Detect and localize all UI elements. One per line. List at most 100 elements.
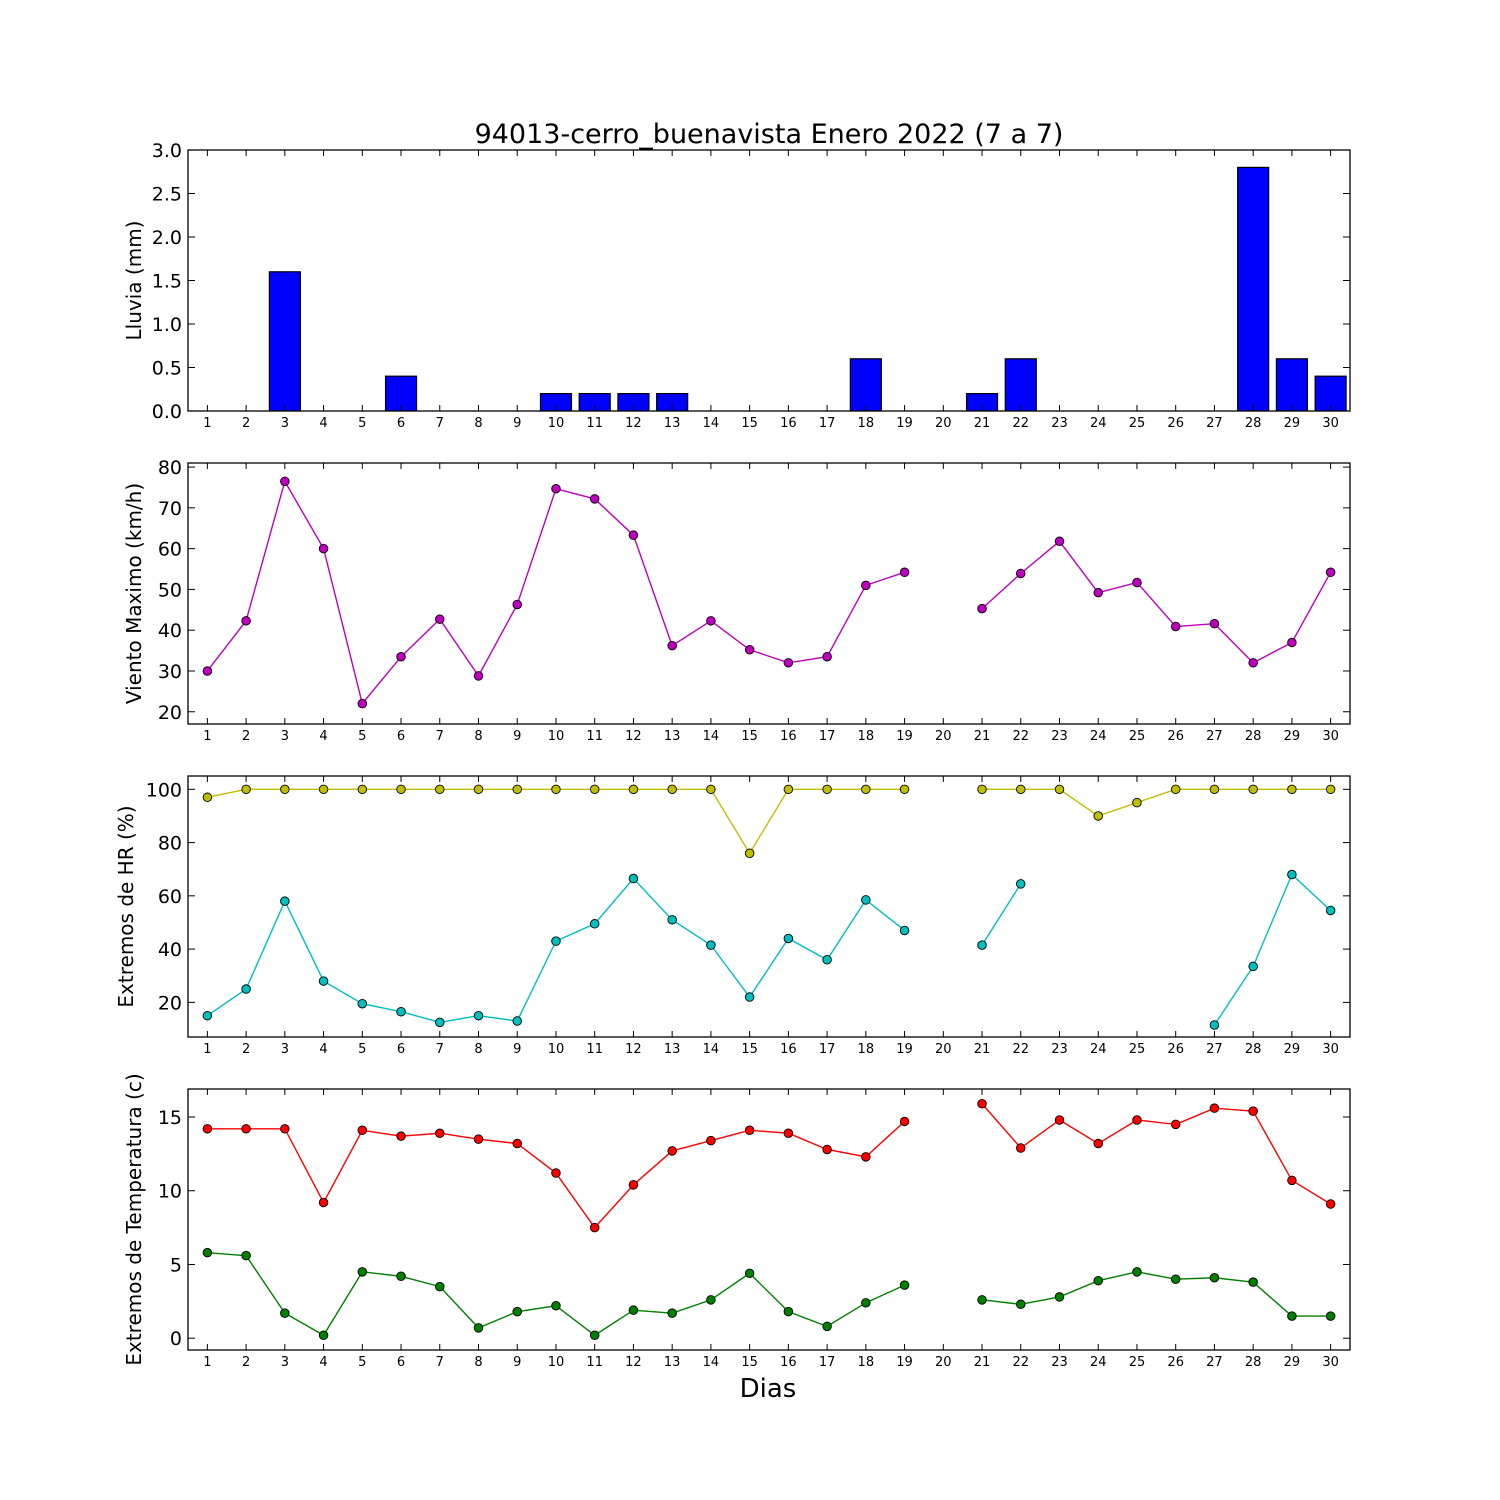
series-2-point-day-27 bbox=[1209, 1020, 1220, 1030]
x-tick-label: 10 bbox=[548, 729, 565, 744]
y-tick-label: 50 bbox=[158, 579, 182, 601]
y-tick-label: 1.5 bbox=[152, 271, 182, 293]
x-tick-label: 7 bbox=[436, 1042, 444, 1057]
x-tick-label: 29 bbox=[1284, 729, 1301, 744]
x-tick-label: 11 bbox=[586, 1042, 603, 1057]
series-1-point-day-8 bbox=[473, 784, 484, 795]
series-1-point-day-16 bbox=[783, 784, 794, 795]
bar-day-18 bbox=[849, 358, 882, 411]
y-tick-label: 2.0 bbox=[152, 227, 182, 249]
series-2-point-day-13 bbox=[667, 1308, 677, 1318]
x-tick-label: 25 bbox=[1129, 729, 1146, 744]
series-2-point-day-6 bbox=[396, 1006, 406, 1017]
x-tick-label: 5 bbox=[358, 729, 366, 744]
y-axis-label: Extremos de Temperatura (c) bbox=[122, 1073, 146, 1365]
x-tick-label: 10 bbox=[548, 1355, 565, 1370]
x-tick-label: 14 bbox=[703, 729, 720, 744]
x-tick-label: 29 bbox=[1284, 1042, 1301, 1057]
x-tick-label: 15 bbox=[741, 729, 758, 744]
y-tick-label: 20 bbox=[158, 702, 182, 724]
x-tick-label: 14 bbox=[703, 1042, 720, 1057]
series-2-point-day-3 bbox=[280, 1308, 290, 1318]
y-tick-label: 5 bbox=[170, 1254, 182, 1276]
x-tick-label: 16 bbox=[780, 1042, 797, 1057]
series-2-point-day-11 bbox=[589, 919, 600, 929]
subplot-1: 0.00.51.01.52.02.53.01 2 3 4 5 6 7 8 9 10 11 12 13 14… bbox=[122, 140, 1351, 431]
y-tick-label: 3.0 bbox=[152, 140, 182, 162]
x-tick-label: 5 bbox=[358, 1042, 366, 1057]
series-1-point-day-19 bbox=[899, 784, 910, 795]
y-tick-label: 80 bbox=[158, 833, 182, 855]
x-tick-label: 11 bbox=[586, 729, 603, 744]
axes-frame bbox=[187, 775, 1351, 1038]
x-tick-label: 5 bbox=[358, 1355, 366, 1370]
series-1-point-day-1 bbox=[202, 666, 213, 676]
series-1-point-day-11 bbox=[589, 784, 600, 795]
x-tick-label: 24 bbox=[1090, 729, 1107, 744]
series-2-point-day-29 bbox=[1287, 1311, 1297, 1321]
series-2-point-day-16 bbox=[783, 933, 794, 944]
x-tick-label: 9 bbox=[513, 1355, 521, 1370]
series-1-point-day-9 bbox=[512, 599, 522, 610]
series-2-point-day-21 bbox=[977, 1295, 987, 1305]
x-tick-label: 17 bbox=[819, 1355, 836, 1370]
y-axis-label: Lluvia (mm) bbox=[122, 221, 146, 341]
x-tick-label: 8 bbox=[474, 416, 482, 431]
series-1-point-day-1 bbox=[202, 1124, 213, 1134]
x-tick-label: 28 bbox=[1245, 1042, 1262, 1057]
series-1-point-day-17 bbox=[822, 784, 832, 795]
series-1-point-day-27 bbox=[1209, 618, 1220, 629]
x-tick-label: 17 bbox=[819, 1042, 836, 1057]
series-1-point-day-23 bbox=[1054, 784, 1065, 795]
series-2-point-day-17 bbox=[822, 955, 832, 965]
x-tick-label: 30 bbox=[1322, 1355, 1339, 1370]
x-tick-label: 16 bbox=[780, 1355, 797, 1370]
series-1-point-day-30 bbox=[1325, 567, 1336, 578]
bar-day-28 bbox=[1237, 166, 1270, 411]
x-tick-label: 29 bbox=[1284, 1355, 1301, 1370]
x-tick-label: 16 bbox=[780, 416, 797, 431]
x-tick-label: 28 bbox=[1245, 729, 1262, 744]
series-1-point-day-25 bbox=[1132, 1115, 1142, 1125]
series-2-point-day-1 bbox=[202, 1010, 213, 1021]
x-tick-label: 18 bbox=[858, 729, 875, 744]
x-tick-label: 2 bbox=[242, 1042, 250, 1057]
x-tick-label: 14 bbox=[703, 416, 720, 431]
series-1-point-day-8 bbox=[473, 1134, 484, 1144]
series-2-point-day-12 bbox=[628, 1305, 639, 1315]
series-1-point-day-6 bbox=[396, 784, 406, 795]
bar-day-3 bbox=[268, 271, 301, 411]
y-tick-label: 40 bbox=[158, 939, 182, 961]
series-1-point-day-17 bbox=[822, 651, 832, 662]
series-1-point-day-5 bbox=[357, 698, 368, 709]
series-1-point-day-7 bbox=[435, 784, 445, 795]
x-tick-label: 26 bbox=[1167, 729, 1184, 744]
series-1-point-day-2 bbox=[241, 784, 251, 795]
series-1-point-day-12 bbox=[628, 1180, 639, 1190]
x-tick-label: 9 bbox=[513, 416, 521, 431]
y-tick-label: 1.0 bbox=[152, 314, 182, 336]
y-tick-label: 0.5 bbox=[152, 358, 182, 380]
series-1-point-day-18 bbox=[861, 580, 871, 591]
series-1-point-day-6 bbox=[396, 1131, 406, 1141]
x-tick-label: 12 bbox=[625, 416, 642, 431]
x-tick-label: 24 bbox=[1090, 1355, 1107, 1370]
y-tick-label: 20 bbox=[158, 992, 182, 1014]
y-tick-label: 60 bbox=[158, 886, 182, 908]
series-2-point-day-14 bbox=[706, 940, 716, 950]
x-tick-label: 16 bbox=[780, 729, 797, 744]
x-tick-label: 9 bbox=[513, 1042, 521, 1057]
x-tick-label: 1 bbox=[203, 1042, 211, 1057]
series-1-point-day-18 bbox=[861, 1152, 871, 1162]
series-1-point-day-16 bbox=[783, 1128, 794, 1138]
series-1-point-day-21 bbox=[977, 784, 987, 795]
x-tick-label: 9 bbox=[513, 729, 521, 744]
series-2-point-day-22 bbox=[1016, 879, 1026, 889]
x-tick-label: 30 bbox=[1322, 729, 1339, 744]
series-2-point-day-29 bbox=[1287, 869, 1297, 880]
series-1-point-day-3 bbox=[280, 476, 290, 487]
x-tick-label: 30 bbox=[1322, 1042, 1339, 1057]
bar-day-12 bbox=[617, 393, 650, 411]
series-1-point-day-27 bbox=[1209, 784, 1220, 795]
x-tick-label: 3 bbox=[281, 729, 289, 744]
